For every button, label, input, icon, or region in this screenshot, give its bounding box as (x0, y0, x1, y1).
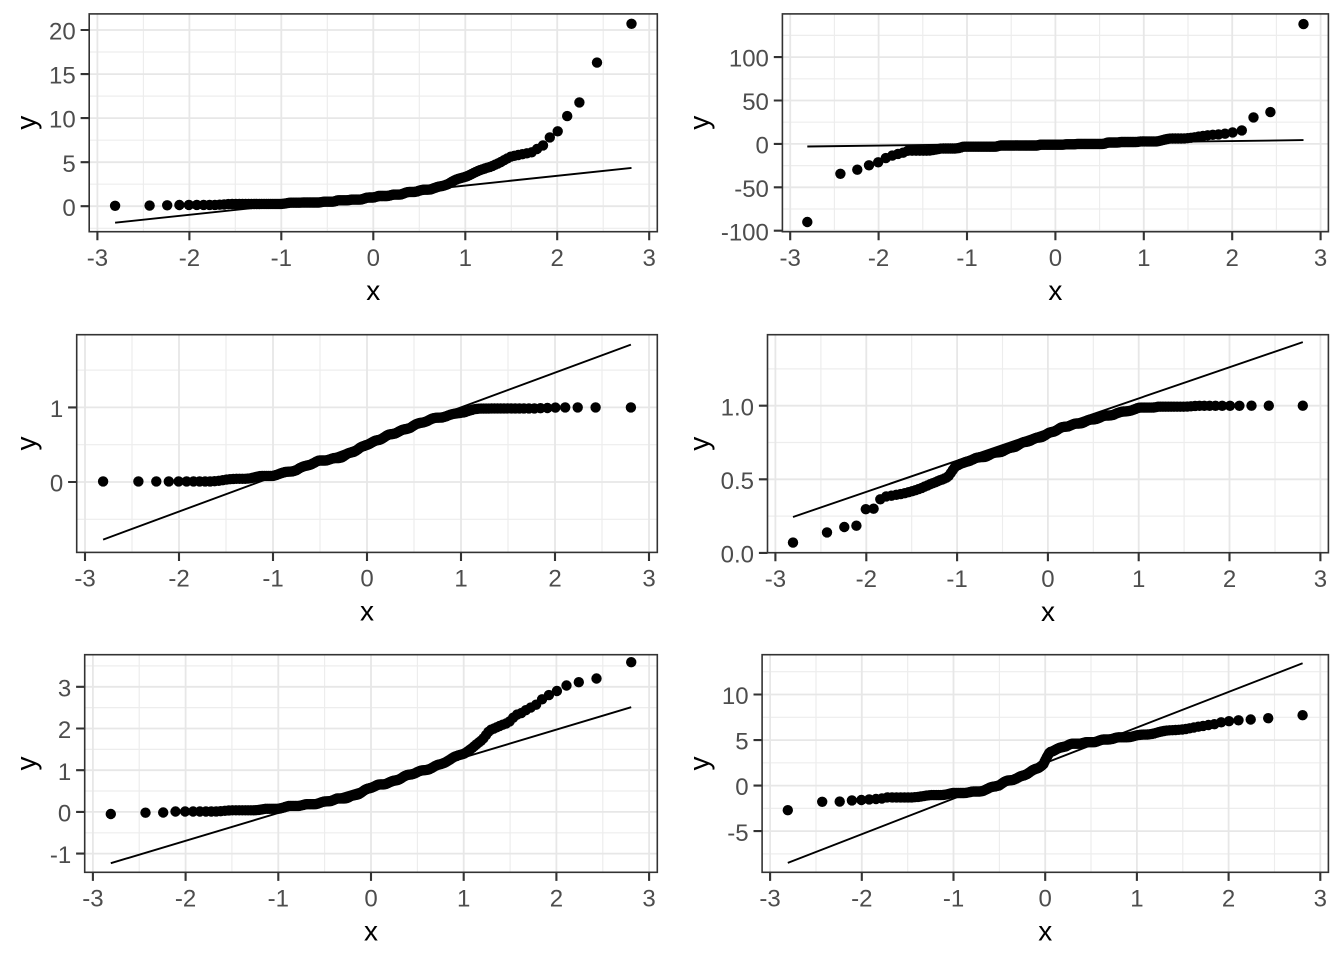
svg-text:0: 0 (1039, 886, 1052, 913)
svg-text:0.5: 0.5 (721, 468, 754, 495)
svg-text:3: 3 (643, 245, 656, 272)
svg-text:x: x (360, 596, 374, 627)
svg-text:3: 3 (1314, 566, 1327, 593)
svg-text:-50: -50 (734, 176, 769, 203)
svg-text:x: x (1048, 275, 1062, 306)
svg-text:5: 5 (62, 151, 75, 178)
svg-text:y: y (683, 757, 714, 771)
svg-text:-2: -2 (179, 245, 200, 272)
svg-text:-3: -3 (759, 886, 780, 913)
svg-text:1: 1 (454, 566, 467, 593)
svg-text:-1: -1 (956, 245, 977, 272)
svg-text:y: y (683, 437, 714, 451)
svg-text:0: 0 (364, 886, 377, 913)
svg-text:1: 1 (459, 245, 472, 272)
svg-text:-1: -1 (262, 566, 283, 593)
svg-text:100: 100 (729, 46, 769, 73)
svg-text:x: x (366, 275, 380, 306)
svg-text:2: 2 (551, 245, 564, 272)
svg-text:2: 2 (1222, 886, 1235, 913)
svg-text:0: 0 (735, 774, 748, 801)
svg-text:1.0: 1.0 (721, 394, 754, 421)
svg-text:20: 20 (49, 19, 76, 46)
svg-text:3: 3 (1314, 886, 1327, 913)
svg-text:-3: -3 (82, 886, 103, 913)
svg-text:y: y (11, 116, 42, 130)
svg-text:-2: -2 (175, 886, 196, 913)
svg-text:x: x (1038, 916, 1052, 947)
svg-text:0: 0 (62, 195, 75, 222)
svg-text:-3: -3 (780, 245, 801, 272)
svg-text:3: 3 (642, 886, 655, 913)
svg-text:x: x (364, 916, 378, 947)
svg-text:0.0: 0.0 (721, 542, 754, 569)
svg-text:2: 2 (1223, 566, 1236, 593)
svg-text:-1: -1 (268, 886, 289, 913)
svg-text:3: 3 (1314, 245, 1327, 272)
svg-text:-1: -1 (271, 245, 292, 272)
svg-text:1: 1 (1137, 245, 1150, 272)
svg-text:1: 1 (1132, 566, 1145, 593)
svg-text:10: 10 (722, 683, 749, 710)
svg-text:-2: -2 (851, 886, 872, 913)
svg-text:2: 2 (58, 717, 71, 744)
svg-text:-2: -2 (168, 566, 189, 593)
svg-text:1: 1 (58, 759, 71, 786)
svg-text:3: 3 (642, 566, 655, 593)
svg-text:10: 10 (49, 107, 76, 134)
svg-text:0: 0 (50, 471, 63, 498)
svg-text:1: 1 (50, 396, 63, 423)
svg-text:-100: -100 (721, 219, 769, 246)
svg-text:-3: -3 (74, 566, 95, 593)
svg-text:-2: -2 (868, 245, 889, 272)
svg-text:1: 1 (457, 886, 470, 913)
svg-text:y: y (11, 757, 42, 771)
svg-text:-1: -1 (946, 566, 967, 593)
svg-text:2: 2 (1226, 245, 1239, 272)
svg-text:-2: -2 (856, 566, 877, 593)
svg-text:2: 2 (550, 886, 563, 913)
svg-text:0: 0 (58, 801, 71, 828)
svg-text:0: 0 (1041, 566, 1054, 593)
svg-text:-5: -5 (727, 820, 748, 847)
svg-text:y: y (10, 437, 41, 451)
svg-text:-1: -1 (50, 842, 71, 869)
svg-text:0: 0 (360, 566, 373, 593)
svg-text:5: 5 (735, 729, 748, 756)
svg-text:0: 0 (1049, 245, 1062, 272)
svg-text:-3: -3 (765, 566, 786, 593)
svg-text:50: 50 (742, 89, 769, 116)
svg-text:0: 0 (756, 133, 769, 160)
svg-text:1: 1 (1130, 886, 1143, 913)
svg-text:3: 3 (58, 675, 71, 702)
svg-text:2: 2 (548, 566, 561, 593)
svg-text:y: y (683, 116, 714, 130)
svg-text:0: 0 (367, 245, 380, 272)
svg-text:-1: -1 (943, 886, 964, 913)
svg-text:x: x (1041, 596, 1055, 627)
svg-text:-3: -3 (87, 245, 108, 272)
svg-text:15: 15 (49, 63, 76, 90)
